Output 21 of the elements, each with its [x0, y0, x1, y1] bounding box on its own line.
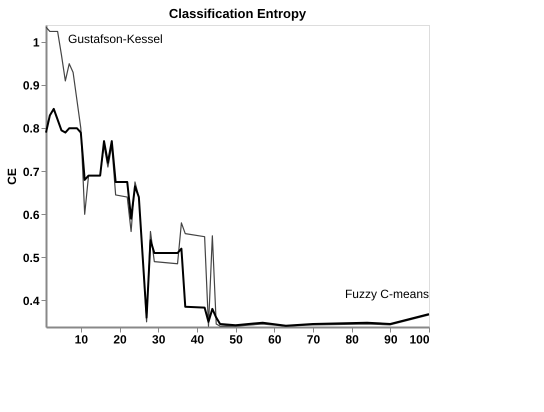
y-tick-label: 1	[32, 36, 40, 50]
x-tick-label: 10	[74, 332, 88, 346]
series-label: Fuzzy C-means	[344, 287, 429, 302]
x-tick-label: 60	[268, 332, 282, 346]
x-tick-label: 70	[306, 332, 320, 346]
y-tick-label: 0.9	[22, 78, 40, 93]
y-tick-label: 0.8	[22, 122, 40, 136]
x-tick-label: 80	[345, 332, 360, 346]
x-tick-label: 100	[409, 332, 430, 346]
chart-title: Classification Entropy	[168, 6, 307, 21]
series-label: Gustafson-Kessel	[68, 32, 163, 46]
y-tick-label: 0.4	[22, 294, 40, 308]
y-axis-title: CE	[4, 168, 19, 185]
x-tick-label: 90	[384, 332, 398, 346]
x-tick-label: 30	[152, 332, 166, 346]
y-tick-label: 0.6	[22, 208, 40, 222]
x-tick-label: 20	[113, 332, 127, 346]
y-tick-label: 0.7	[22, 164, 40, 179]
x-tick-label: 40	[190, 332, 204, 346]
y-tick-label: 0.5	[22, 250, 40, 265]
x-tick-label: 50	[229, 332, 244, 346]
